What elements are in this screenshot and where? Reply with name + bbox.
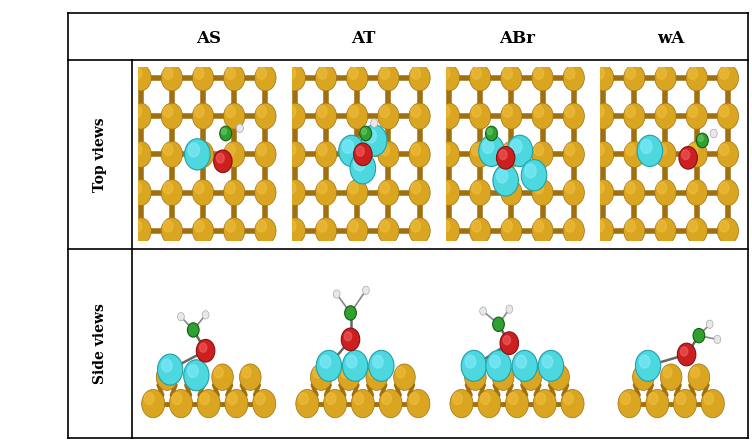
Text: AT: AT [350,30,375,47]
Text: Top views: Top views [92,117,107,192]
Text: Side views: Side views [92,303,107,384]
Text: wA: wA [657,30,685,47]
Text: ABr: ABr [499,30,535,47]
Text: AS: AS [196,30,221,47]
